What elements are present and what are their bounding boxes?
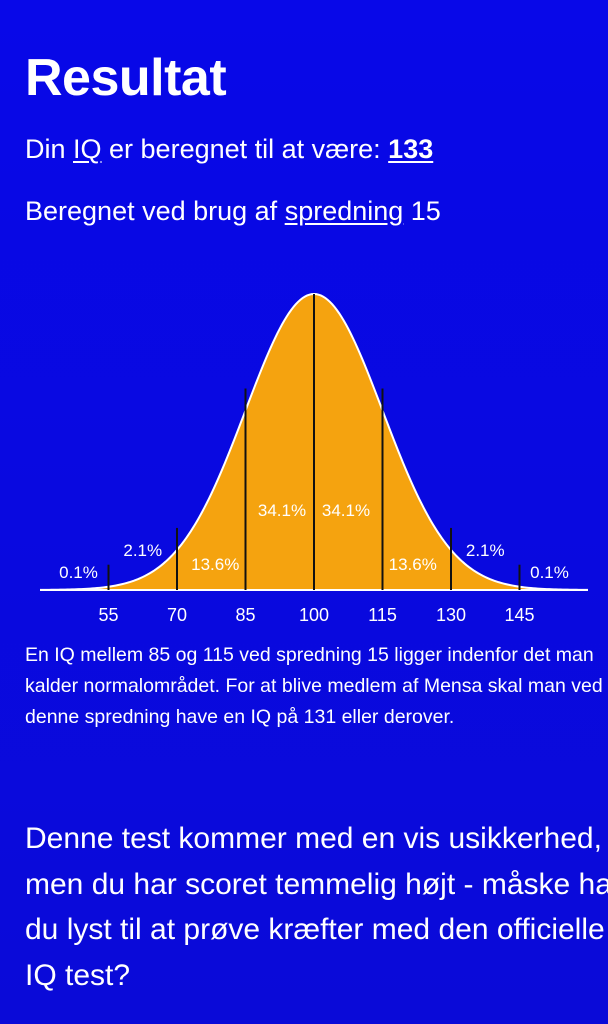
iq-score: 133	[388, 134, 434, 164]
normal-distribution-chart: 55 70 85 100 115 130 145 0.1% 2.1% 13.6% 34.1% 34.1…	[39, 292, 589, 625]
x-tick-label-115: 115	[368, 605, 397, 625]
iq-prefix: Din	[25, 134, 74, 164]
iq-link[interactable]: IQ	[73, 134, 102, 164]
x-tick-label-70: 70	[167, 605, 187, 625]
x-tick-label-145: 145	[504, 605, 534, 625]
spread-line: Beregnet ved brug af spredning 15	[25, 196, 441, 227]
page-title: Resultat	[25, 49, 227, 107]
iq-result-line: Din IQ er beregnet til at være: 133	[25, 134, 433, 165]
region-label-1: 2.1%	[123, 541, 162, 560]
iq-middle: er beregnet til at være:	[101, 134, 389, 164]
spread-prefix: Beregnet ved brug af	[25, 196, 285, 226]
region-label-6: 2.1%	[466, 541, 505, 560]
region-label-4: 34.1%	[322, 501, 370, 520]
region-label-5: 13.6%	[389, 555, 437, 574]
closing-text: Denne test kommer med en vis usikkerhed,…	[25, 822, 608, 992]
region-label-2: 13.6%	[191, 555, 239, 574]
x-tick-label-85: 85	[235, 605, 255, 625]
normal-range-paragraph: En IQ mellem 85 og 115 ved spredning 15 …	[25, 644, 603, 728]
region-label-0: 0.1%	[59, 563, 98, 582]
x-tick-label-130: 130	[436, 605, 466, 625]
spread-link[interactable]: spredning	[284, 196, 404, 226]
spread-suffix: 15	[403, 196, 441, 226]
region-label-3: 34.1%	[258, 501, 306, 520]
x-tick-label-55: 55	[98, 605, 118, 625]
region-label-7: 0.1%	[530, 563, 569, 582]
x-tick-label-100: 100	[299, 605, 329, 625]
